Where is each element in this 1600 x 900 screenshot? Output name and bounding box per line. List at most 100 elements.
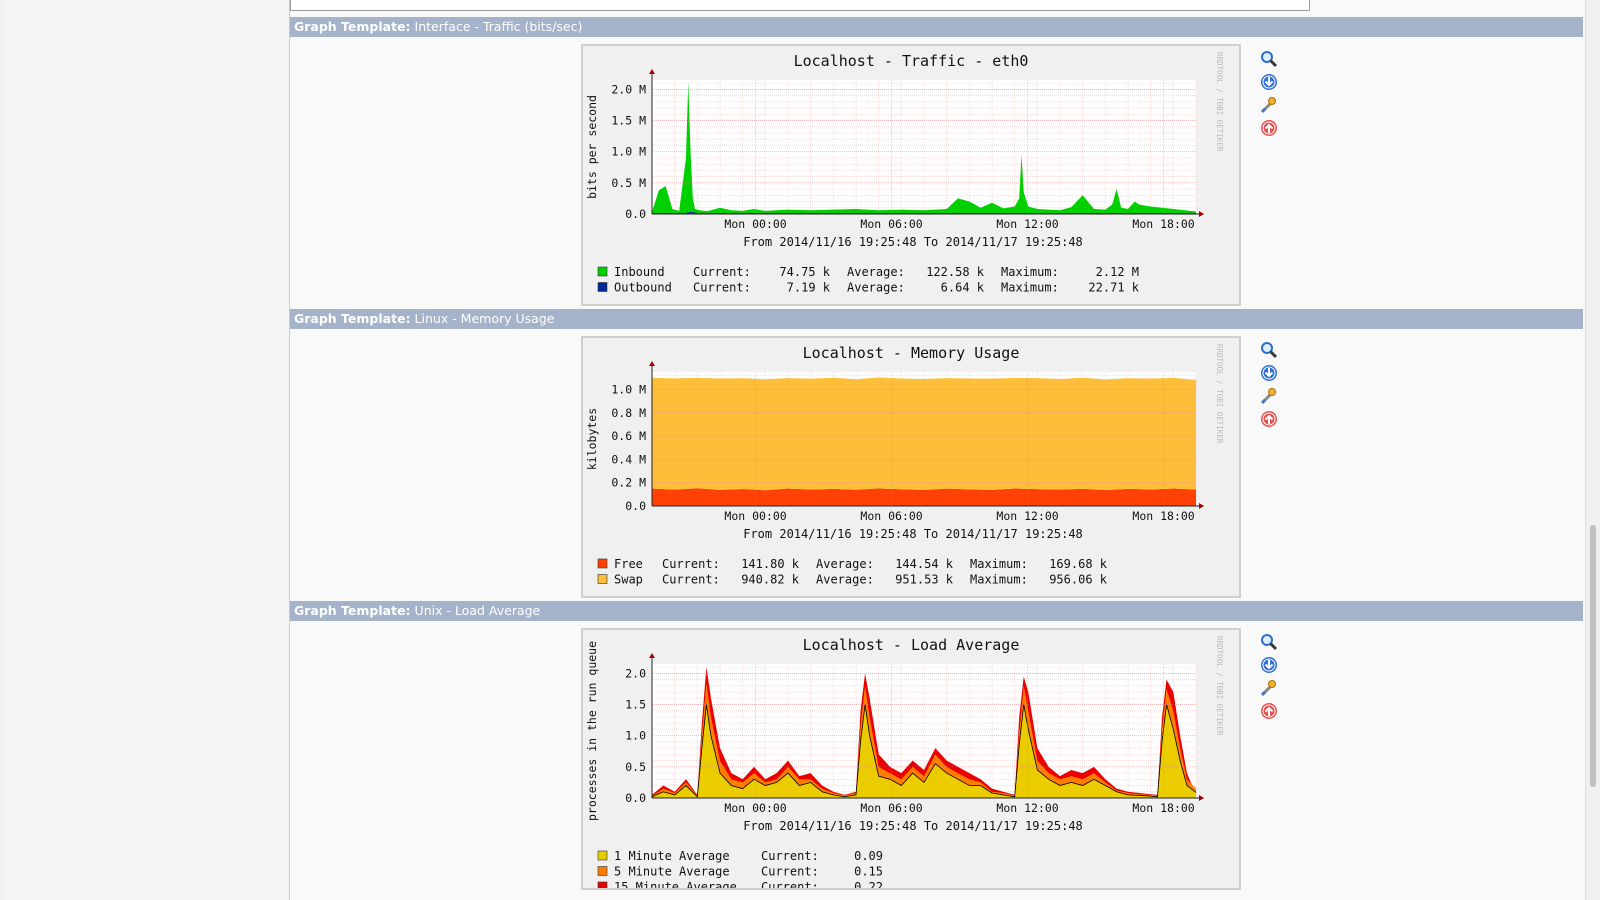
legend-average-label: Average: <box>816 557 874 571</box>
properties-icon[interactable] <box>1260 679 1278 697</box>
legend-swatch <box>597 881 608 888</box>
x-tick-label: Mon 18:00 <box>1132 217 1194 231</box>
legend-average-label: Average: <box>847 281 905 295</box>
zoom-icon[interactable] <box>1260 633 1278 651</box>
move-top-icon[interactable] <box>1260 119 1278 137</box>
load-graph-plot: 2.0 1.5 1.0 0.5 0.0 Mon 00:00 Mon 06:00 Mon 12:… <box>585 636 1224 888</box>
rrdtool-watermark: RRDTOOL / TOBI OETIKER <box>1215 344 1224 444</box>
move-top-icon[interactable] <box>1260 702 1278 720</box>
x-tick-label: Mon 00:00 <box>724 217 786 231</box>
x-tick-label: Mon 12:00 <box>996 801 1058 815</box>
move-top-icon[interactable] <box>1260 410 1278 428</box>
series-area <box>652 667 1196 798</box>
vertical-scrollbar[interactable] <box>1585 0 1600 900</box>
graph-title: Localhost - Memory Usage <box>802 344 1020 362</box>
x-tick-label: Mon 00:00 <box>724 509 786 523</box>
memory-graph[interactable]: Localhost - Memory Usage 1.0 M 0.8 M 0.6 M… <box>581 336 1241 598</box>
legend-current-label: Current: <box>761 849 819 863</box>
legend-maximum-label: Maximum: <box>970 573 1028 587</box>
x-tick-label: Mon 06:00 <box>860 217 922 231</box>
legend-current-label: Current: <box>761 880 819 888</box>
y-tick-label: 0.0 <box>625 207 646 221</box>
legend-name: 5 Minute Average <box>614 865 730 879</box>
legend-swatch <box>597 574 608 584</box>
template-name: Unix - Load Average <box>414 603 541 618</box>
y-tick-label: 2.0 M <box>611 82 646 96</box>
legend-average-value: 144.54 k <box>895 557 954 571</box>
legend-name: 1 Minute Average <box>614 849 730 863</box>
date-range-label: From 2014/11/16 19:25:48 To 2014/11/17 1… <box>743 235 1083 249</box>
y-axis-arrow <box>649 653 655 658</box>
properties-icon[interactable] <box>1260 387 1278 405</box>
legend-current-label: Current: <box>662 573 720 587</box>
legend-current-label: Current: <box>693 265 751 279</box>
legend-current-value: 7.19 k <box>787 281 831 295</box>
traffic-graph[interactable]: Localhost - Traffic - eth0 2.0 M 1.5 M 1.0… <box>581 44 1241 306</box>
graph-tree-pane <box>5 0 290 900</box>
y-tick-label: 1.0 M <box>611 382 646 396</box>
legend-name: Inbound <box>614 265 665 279</box>
legend-current-value: 940.82 k <box>741 573 800 587</box>
x-axis-arrow <box>1199 795 1204 801</box>
legend-maximum-label: Maximum: <box>1001 281 1059 295</box>
legend-current-value: 74.75 k <box>779 265 830 279</box>
y-tick-label: 0.4 M <box>611 452 646 466</box>
date-range-label: From 2014/11/16 19:25:48 To 2014/11/17 1… <box>743 527 1083 541</box>
series-area <box>652 682 1196 798</box>
y-tick-label: 1.5 M <box>611 114 646 128</box>
legend-name: Outbound <box>614 281 672 295</box>
x-axis-arrow <box>1199 211 1204 217</box>
previous-graph-box <box>290 0 1310 11</box>
export-icon[interactable] <box>1260 656 1278 674</box>
export-icon[interactable] <box>1260 73 1278 91</box>
legend-average-value: 6.64 k <box>941 281 985 295</box>
export-icon[interactable] <box>1260 364 1278 382</box>
y-tick-label: 0.0 <box>625 499 646 513</box>
legend-average-value: 122.58 k <box>926 265 985 279</box>
legend-swatch <box>597 266 608 277</box>
y-tick-label: 1.0 <box>625 729 646 743</box>
legend-average-value: 951.53 k <box>895 573 954 587</box>
y-tick-label: 0.8 M <box>611 406 646 420</box>
legend-swatch <box>597 866 608 876</box>
legend-current-value: 0.09 <box>854 849 883 863</box>
legend-name: Swap <box>614 573 643 587</box>
graph-title: Localhost - Traffic - eth0 <box>793 52 1029 70</box>
legend-current-value: 0.15 <box>854 865 883 879</box>
zoom-icon[interactable] <box>1260 50 1278 68</box>
legend-swatch <box>597 558 608 569</box>
date-range-label: From 2014/11/16 19:25:48 To 2014/11/17 1… <box>743 819 1083 833</box>
x-tick-label: Mon 06:00 <box>860 801 922 815</box>
series-area <box>652 704 1196 798</box>
legend-name: Free <box>614 557 643 571</box>
properties-icon[interactable] <box>1260 96 1278 114</box>
y-tick-label: 0.5 <box>625 760 646 774</box>
legend-maximum-value: 956.06 k <box>1049 573 1108 587</box>
x-axis-arrow <box>1199 503 1204 509</box>
legend-swatch <box>597 850 608 861</box>
legend-name: 15 Minute Average <box>614 880 737 888</box>
legend-average-label: Average: <box>847 265 905 279</box>
y-tick-label: 0.0 <box>625 791 646 805</box>
template-label: Graph Template: <box>294 311 411 326</box>
legend-current-value: 141.80 k <box>741 557 800 571</box>
template-name: Linux - Memory Usage <box>414 311 555 326</box>
graph-template-header-traffic: Graph Template: Interface - Traffic (bits… <box>290 17 1583 37</box>
load-graph[interactable]: Localhost - Load Average 2.0 1.5 1.0 0.5 0.0… <box>581 628 1241 890</box>
traffic-graph-plot: 2.0 M 1.5 M 1.0 M 0.5 M 0.0 Mon 00:00 Mon 06:0… <box>585 52 1224 295</box>
y-tick-label: 0.6 M <box>611 429 646 443</box>
y-tick-label: 0.2 M <box>611 476 646 490</box>
y-axis-label: processes in the run queue <box>585 641 599 821</box>
graph-action-icons <box>1260 633 1280 725</box>
scrollbar-thumb[interactable] <box>1590 525 1596 787</box>
zoom-icon[interactable] <box>1260 341 1278 359</box>
series-area <box>652 488 1196 506</box>
memory-graph-plot: 1.0 M 0.8 M 0.6 M 0.4 M 0.2 M 0.0 Mon 00:00 Mon… <box>585 344 1224 587</box>
y-axis-arrow <box>649 361 655 366</box>
template-name: Interface - Traffic (bits/sec) <box>414 19 583 34</box>
legend-current-label: Current: <box>662 557 720 571</box>
y-axis-label: bits per second <box>585 95 599 199</box>
template-label: Graph Template: <box>294 19 411 34</box>
y-axis-arrow <box>649 69 655 74</box>
y-tick-label: 1.0 M <box>611 145 646 159</box>
